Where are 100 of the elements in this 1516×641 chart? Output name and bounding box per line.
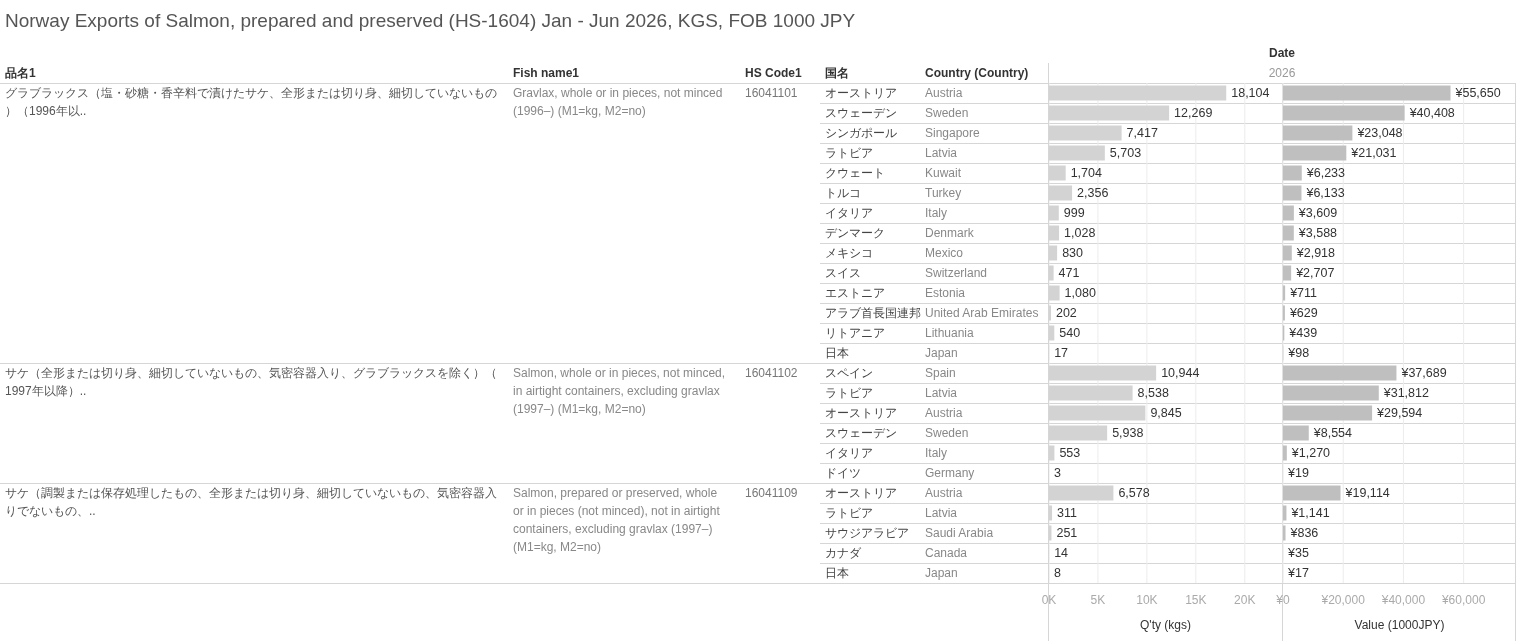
x-axis-title: Q'ty (kgs) [1140,618,1191,632]
y-tick-label: United Arab Emirates [925,306,1039,320]
text: イタリア [825,446,873,460]
data-label: ¥40,408 [1408,106,1455,120]
x-tick-label: 5K [1090,593,1106,607]
text: Date [1268,46,1296,60]
text: エストニア [825,286,885,300]
data-label: 553 [1059,446,1081,460]
bar [1283,385,1379,401]
text: メキシコ [825,246,873,260]
bar [1283,85,1451,101]
y-tick-label: Italy [925,446,948,460]
y-tick-label: Sweden [925,426,969,440]
data-label: ¥31,812 [1382,386,1429,400]
data-label: 5,938 [1112,426,1144,440]
bar [1283,425,1309,441]
text: Salmon, whole or in pieces, not minced, in airtight containers, excluding gravlax (1997–) (M1=kg, M2=no) [513,366,726,416]
data-label: 9,845 [1150,406,1182,420]
y-tick-label: Canada [925,546,968,560]
data-label: 5,703 [1109,146,1142,160]
data-label: 12,269 [1174,106,1213,120]
x-tick-label: 10K [1136,593,1158,607]
text: 日本 [825,346,849,360]
data-label: ¥6,233 [1305,166,1346,180]
data-label: 7,417 [1126,126,1158,140]
text: ラトビア [825,386,873,400]
data-label: ¥3,609 [1297,206,1338,220]
y-tick-label: Germany [925,466,975,480]
category-label: 品名1 [5,66,36,80]
y-tick-label: Spain [925,366,956,380]
data-label: 10,944 [1161,366,1200,380]
y-tick-label: Sweden [925,106,969,120]
data-label: 1,028 [1064,226,1096,240]
bar [1283,265,1292,281]
y-tick-label: Lithuania [925,326,975,340]
data-label: ¥23,048 [1356,126,1403,140]
bar [1283,165,1302,181]
data-label: ¥629 [1288,306,1318,320]
text: 2026 [1268,66,1296,80]
text: スペイン [825,366,873,380]
text: オーストリア [825,486,897,500]
data-label: ¥37,689 [1400,366,1447,380]
text: 16041101 [745,86,798,100]
data-label: ¥3,588 [1297,226,1338,240]
data-label: ¥17 [1287,566,1309,580]
data-label: 1,080 [1064,286,1096,300]
y-tick-label: Austria [925,486,963,500]
text: シンガポール [825,126,897,140]
text: 16041102 [745,366,798,380]
text: スウェーデン [825,106,897,120]
text: カナダ [825,546,861,560]
text: 16041109 [745,486,798,500]
data-label: 830 [1062,246,1084,260]
bar [1283,365,1397,381]
text: スイス [825,266,861,280]
text: スウェーデン [825,426,897,440]
text: アラブ首長国連邦 [825,306,921,320]
y-tick-label: Italy [925,206,948,220]
bar [1283,525,1286,541]
data-label: 17 [1054,346,1069,360]
text: Gravlax, whole or in pieces, not minced (1996–) (M1=kg, M2=no) [513,86,723,118]
category-label: HS Code1 [745,66,802,80]
data-label: ¥439 [1288,326,1318,340]
y-tick-label: Denmark [925,226,975,240]
y-axis-title: Country (Country) [925,66,1029,80]
x-tick-label: ¥20,000 [1320,593,1366,607]
x-tick-label: 20K [1234,593,1256,607]
bar [1283,285,1286,301]
bar [1283,125,1353,141]
data-label: 6,578 [1118,486,1150,500]
bar [1283,105,1405,121]
text: ラトビア [825,146,873,160]
text: ラトビア [825,506,873,520]
data-label: 8 [1054,566,1062,580]
data-label: 2,356 [1077,186,1109,200]
data-label: 311 [1057,506,1078,520]
y-tick-label: Saudi Arabia [925,526,994,540]
text: クウェート [825,166,885,180]
data-label: 251 [1056,526,1078,540]
bar [1283,485,1341,501]
y-tick-label: Latvia [925,506,958,520]
y-tick-label: Singapore [925,126,981,140]
data-label: ¥29,594 [1376,406,1423,420]
text: イタリア [825,206,873,220]
category-label: 国名 [825,66,849,80]
data-label: 3 [1054,466,1062,480]
data-label: ¥1,141 [1290,506,1330,520]
x-tick-label: ¥60,000 [1440,593,1486,607]
text: トルコ [825,186,861,200]
x-tick-label: 0K [1041,593,1057,607]
data-label: ¥19,114 [1344,486,1390,500]
data-label: ¥836 [1289,526,1319,540]
bar [1283,245,1292,261]
x-axis-title: Value (1000JPY) [1354,618,1445,632]
bar [1283,405,1373,421]
data-label: 8,538 [1137,386,1169,400]
bar [1283,445,1287,461]
y-tick-label: Japan [925,346,958,360]
y-tick-label: Switzerland [925,266,988,280]
bar [1283,225,1294,241]
